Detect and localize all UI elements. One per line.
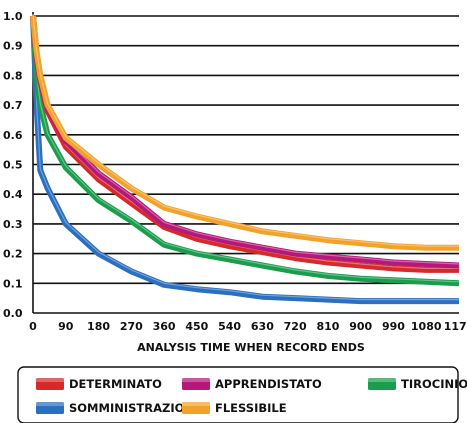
x-tick-label: 0 (29, 320, 37, 333)
legend-swatch-highlight (182, 378, 210, 382)
legend-swatch (182, 402, 210, 414)
y-tick-label: 0.2 (3, 248, 23, 261)
legend-swatch (368, 378, 396, 390)
legend-label: FLESSIBILE (215, 401, 287, 415)
y-tick-label: 0.6 (3, 129, 23, 142)
x-tick-label: 720 (284, 320, 307, 333)
legend-swatch-highlight (368, 378, 396, 382)
series-highlight (32, 14, 460, 283)
y-tick-label: 0.8 (3, 69, 23, 82)
x-tick-label: 630 (251, 320, 274, 333)
x-axis-ticks: 0 90 180 270 360 450 540 630 720 810 900 990 1080 117… (29, 320, 467, 333)
legend-swatch (36, 378, 64, 390)
x-tick-label: 90 (58, 320, 74, 333)
legend-label: SOMMINISTRAZIONE (69, 401, 202, 415)
series-line-flessibile (30, 15, 459, 251)
y-tick-label: 0.0 (3, 307, 23, 320)
legend-swatch-highlight (36, 378, 64, 382)
y-tick-label: 0.4 (3, 188, 23, 201)
y-tick-label: 0.9 (3, 40, 23, 53)
series-highlight (32, 14, 459, 301)
legend-label: TIROCINIO (401, 377, 467, 391)
legend-swatch-highlight (36, 402, 64, 406)
series-line-tirocinio (30, 15, 460, 287)
series-highlight (32, 14, 459, 247)
x-tick-label: 990 (382, 320, 405, 333)
legend: DETERMINATO APPRENDISTATO TIROCINIO SOMMINI… (17, 366, 467, 423)
series-line-determinato (30, 15, 459, 273)
legend-label: DETERMINATO (69, 377, 162, 391)
series-line-somministrazione (30, 15, 459, 305)
x-tick-label: 1170 (444, 320, 467, 333)
y-tick-label: 0.3 (3, 218, 23, 231)
x-axis-label: ANALYSIS TIME WHEN RECORD ENDS (137, 341, 365, 354)
x-tick-label: 180 (87, 320, 110, 333)
legend-label: APPRENDISTATO (215, 377, 322, 391)
series-lines (30, 14, 460, 305)
y-axis-ticks: 0.0 0.1 0.2 0.3 0.4 0.5 0.6 0.7 0.8 0.9 1.0 (3, 10, 23, 320)
legend-swatch-highlight (182, 402, 210, 406)
y-tick-label: 1.0 (3, 10, 23, 23)
y-tick-label: 0.5 (3, 159, 23, 172)
legend-box (17, 366, 459, 423)
y-tick-label: 0.7 (3, 99, 23, 112)
x-tick-label: 1080 (411, 320, 442, 333)
legend-swatch (182, 378, 210, 390)
x-tick-label: 450 (185, 320, 208, 333)
legend-swatch (36, 402, 64, 414)
x-tick-label: 540 (218, 320, 241, 333)
x-tick-label: 270 (120, 320, 143, 333)
x-tick-label: 360 (153, 320, 176, 333)
x-tick-label: 810 (316, 320, 339, 333)
x-tick-label: 900 (349, 320, 372, 333)
y-tick-label: 0.1 (3, 277, 23, 290)
